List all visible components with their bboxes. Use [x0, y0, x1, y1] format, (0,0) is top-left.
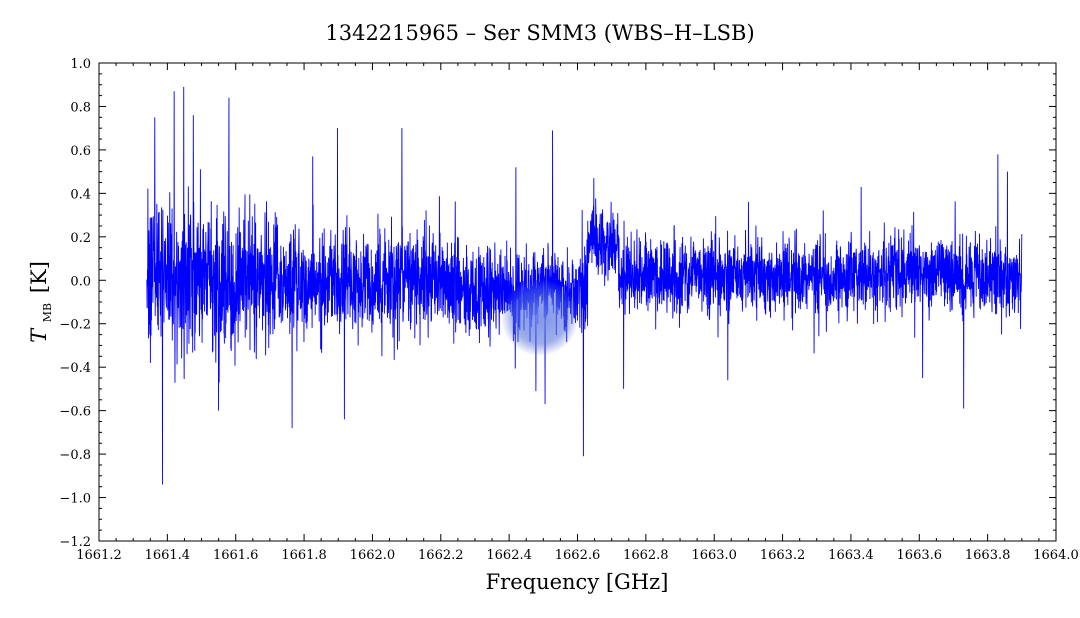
- x-tick-label: 1663.0: [691, 548, 737, 563]
- y-tick-label: −0.4: [59, 361, 91, 376]
- spectrum-line: [146, 86, 1023, 485]
- y-tick-label: −1.2: [59, 535, 91, 550]
- y-axis: −1.2 −1.0 −0.8 −0.6 −0.4 −0.2 0.0 0.2 0.4 0.6 0.8 1…: [59, 57, 1056, 550]
- x-tick-label: 1661.4: [145, 548, 191, 563]
- y-tick-label: 0.8: [70, 100, 91, 115]
- y-tick-label: −0.8: [59, 448, 91, 463]
- x-tick-label: 1663.8: [965, 548, 1011, 563]
- y-tick-label: 0.4: [70, 187, 91, 202]
- y-axis-label-sub: MB: [41, 303, 54, 322]
- y-axis-label: T MB [K]: [27, 261, 56, 343]
- x-tick-label: 1663.4: [828, 548, 874, 563]
- y-tick-label: −1.0: [59, 492, 91, 507]
- x-tick-label: 1664.0: [1033, 548, 1079, 563]
- marker-layer: [501, 279, 578, 356]
- highlight-marker[interactable]: [501, 279, 578, 356]
- x-axis: 1661.2 1661.4 1661.6 1661.8 1662.0 1662.2 1662…: [76, 63, 1079, 563]
- chart-title: 1342215965 – Ser SMM3 (WBS–H–LSB): [325, 21, 754, 45]
- y-tick-label: 1.0: [70, 57, 91, 72]
- svg-text:T MB [K]: T MB [K]: [27, 261, 56, 343]
- series-layer: [146, 86, 1023, 485]
- y-axis-label-unit: [K]: [27, 261, 51, 293]
- x-tick-label: 1661.8: [281, 548, 327, 563]
- y-tick-label: 0.2: [70, 231, 91, 246]
- y-axis-label-main: T: [27, 327, 51, 343]
- x-tick-label: 1663.2: [760, 548, 806, 563]
- y-tick-label: 0.6: [70, 144, 91, 159]
- y-tick-label: −0.2: [59, 318, 91, 333]
- y-tick-label: −0.6: [59, 405, 91, 420]
- y-tick-label: 0.0: [70, 274, 91, 289]
- x-tick-label: 1662.8: [623, 548, 669, 563]
- x-tick-label: 1662.6: [555, 548, 601, 563]
- x-tick-label: 1661.2: [76, 548, 122, 563]
- x-tick-label: 1662.2: [418, 548, 464, 563]
- x-tick-label: 1661.6: [213, 548, 259, 563]
- x-tick-label: 1663.6: [897, 548, 943, 563]
- x-tick-label: 1662.4: [486, 548, 532, 563]
- x-axis-label: Frequency [GHz]: [486, 570, 669, 594]
- x-tick-label: 1662.0: [350, 548, 396, 563]
